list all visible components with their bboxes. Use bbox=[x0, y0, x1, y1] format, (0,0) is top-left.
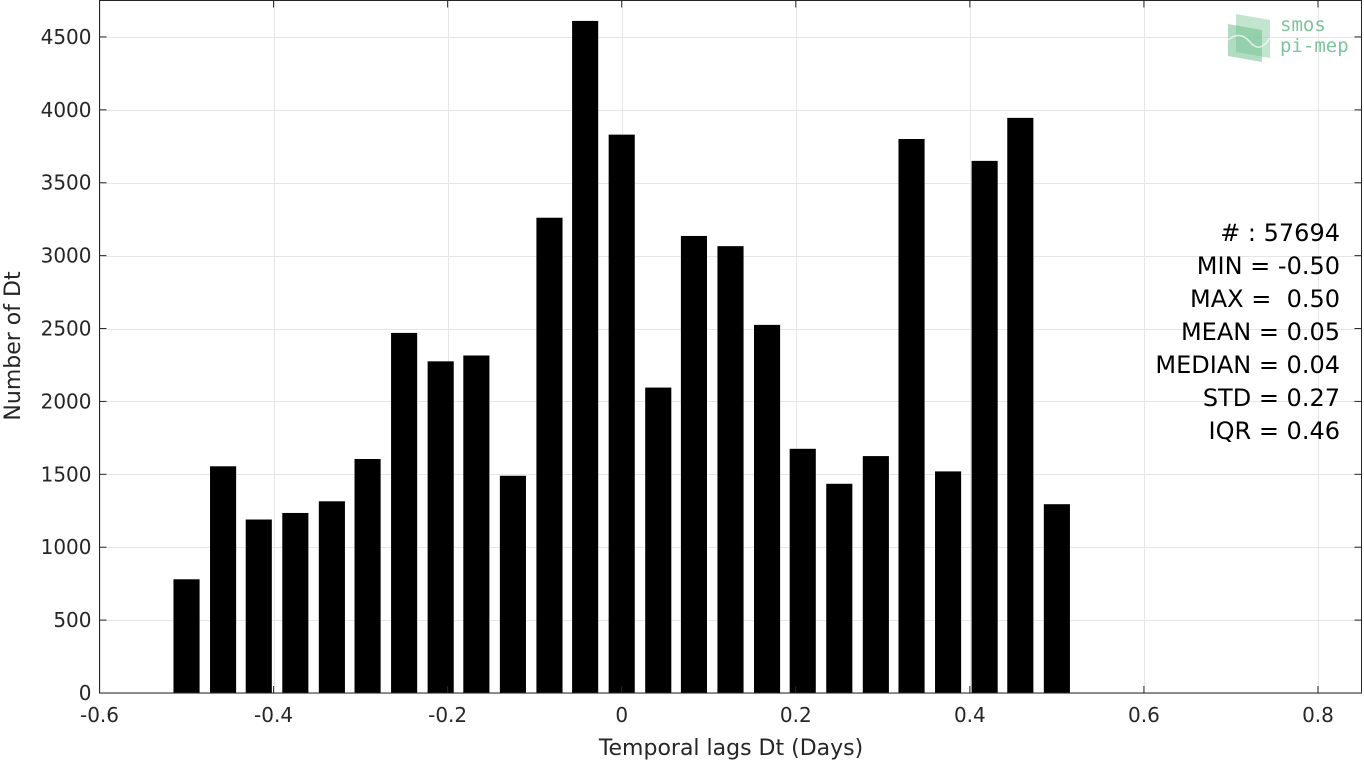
y-tick-label: 0 bbox=[79, 681, 92, 705]
y-tick-label: 2500 bbox=[41, 317, 92, 341]
histogram-bar bbox=[354, 459, 381, 693]
x-tick-label: 0.6 bbox=[1128, 703, 1160, 727]
logo-text-smos: smos bbox=[1280, 14, 1326, 36]
histogram-bar bbox=[753, 324, 781, 693]
logo-text-pimep: pi-mep bbox=[1280, 35, 1349, 57]
histogram-bar bbox=[680, 235, 708, 693]
histogram-bar bbox=[536, 217, 563, 693]
histogram-bar bbox=[971, 160, 998, 694]
histogram-bar bbox=[463, 355, 490, 693]
stat-line: # : 57694 bbox=[1220, 219, 1340, 247]
x-tick-label: 0.8 bbox=[1302, 703, 1334, 727]
x-axis-ticks: -0.6 -0.4 -0.2 0 0.2 0.4 0.6 0.8 bbox=[80, 0, 1334, 727]
histogram-bar bbox=[282, 512, 309, 693]
histogram-bar bbox=[245, 519, 272, 693]
histogram-bar bbox=[572, 20, 599, 694]
statistics-box: # : 57694 MIN = -0.50 MAX = 0.50 MEAN = 0.0… bbox=[1155, 219, 1340, 445]
bars bbox=[173, 20, 1070, 694]
histogram-bar bbox=[210, 466, 237, 693]
y-axis-ticks: 0 500 1000 1500 2000 2500 3000 3500 4000 4500 bbox=[41, 25, 1362, 705]
histogram-bar bbox=[645, 387, 672, 693]
histogram-bar bbox=[499, 475, 526, 693]
y-tick-label: 500 bbox=[53, 608, 91, 632]
histogram-bar bbox=[173, 579, 200, 693]
x-tick-label: -0.4 bbox=[254, 703, 293, 727]
histogram-bar bbox=[1043, 504, 1070, 693]
y-tick-label: 4500 bbox=[41, 25, 92, 49]
y-tick-label: 1500 bbox=[41, 462, 92, 486]
stat-line: IQR = 0.46 bbox=[1209, 417, 1340, 445]
x-tick-label: -0.2 bbox=[428, 703, 467, 727]
smos-pimep-logo: smos pi-mep bbox=[1227, 14, 1349, 62]
histogram-bar bbox=[608, 134, 635, 693]
x-tick-label: 0.2 bbox=[780, 703, 812, 727]
y-tick-label: 4000 bbox=[41, 98, 92, 122]
histogram-bar bbox=[427, 361, 454, 693]
histogram-bar bbox=[717, 246, 744, 693]
stat-line: MAX = 0.50 bbox=[1190, 285, 1340, 313]
stat-line: MEDIAN = 0.04 bbox=[1155, 351, 1340, 379]
histogram-bar bbox=[862, 456, 889, 693]
histogram-bar bbox=[935, 471, 962, 693]
histogram-bar bbox=[898, 139, 925, 693]
plot-frame bbox=[99, 0, 1362, 694]
y-tick-label: 1000 bbox=[41, 535, 92, 559]
histogram-bar bbox=[789, 448, 816, 693]
y-axis-label: Number of Dt bbox=[1, 271, 26, 421]
y-tick-label: 2000 bbox=[41, 389, 92, 413]
histogram-bar bbox=[826, 483, 853, 693]
y-tick-label: 3500 bbox=[41, 171, 92, 195]
x-tick-label: -0.6 bbox=[80, 703, 119, 727]
y-tick-label: 3000 bbox=[41, 244, 92, 268]
stat-line: STD = 0.27 bbox=[1203, 384, 1340, 412]
stat-line: MIN = -0.50 bbox=[1197, 252, 1340, 280]
x-tick-label: 0 bbox=[615, 703, 628, 727]
histogram-bar bbox=[391, 332, 418, 693]
histogram-bar bbox=[318, 501, 345, 693]
logo-icon bbox=[1227, 14, 1271, 62]
histogram-bar bbox=[1007, 117, 1034, 693]
x-tick-label: 0.4 bbox=[954, 703, 986, 727]
stat-line: MEAN = 0.05 bbox=[1181, 318, 1340, 346]
x-axis-label: Temporal lags Dt (Days) bbox=[598, 736, 863, 761]
